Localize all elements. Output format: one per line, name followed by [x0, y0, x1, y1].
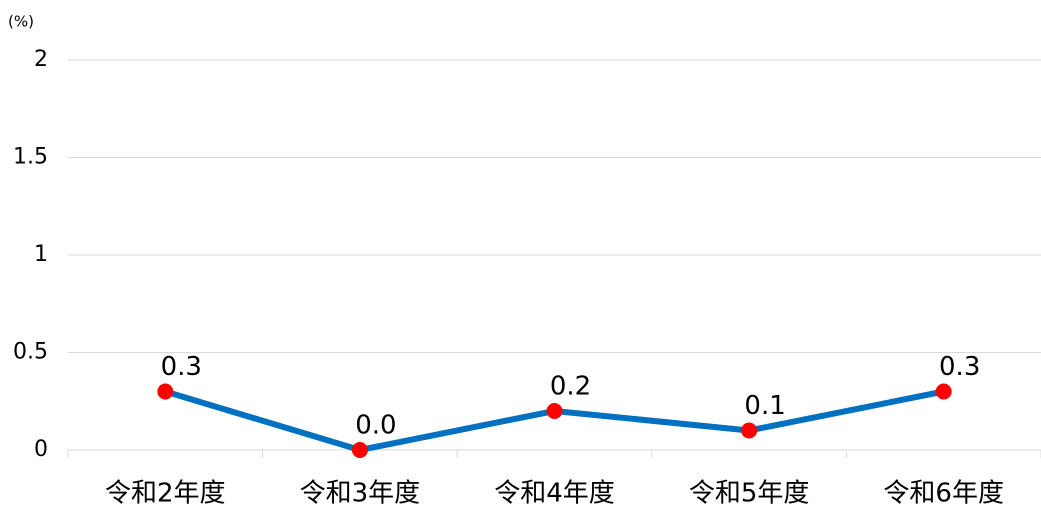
y-tick-label: 1: [34, 242, 48, 267]
point-marker: [157, 383, 174, 400]
data-label: 0.0: [355, 411, 396, 441]
x-tick-label: 令和3年度: [300, 479, 421, 508]
point-marker: [741, 422, 758, 439]
point-marker: [935, 383, 952, 400]
data-label: 0.3: [161, 352, 202, 382]
x-tick-label: 令和5年度: [689, 479, 810, 508]
data-label: 0.3: [939, 352, 980, 382]
data-label: 0.2: [550, 372, 591, 402]
point-marker: [546, 403, 563, 419]
unit-label: (%): [8, 13, 34, 31]
y-tick-label: 1.5: [13, 145, 48, 170]
x-tick-label: 令和4年度: [494, 479, 615, 508]
y-tick-label: 0.5: [13, 340, 48, 365]
data-label: 0.1: [744, 391, 785, 421]
y-tick-label: 0: [34, 437, 48, 462]
y-tick-label: 2: [34, 47, 48, 72]
x-tick-label: 令和2年度: [105, 479, 226, 508]
point-marker: [351, 442, 368, 458]
x-tick-label: 令和6年度: [883, 479, 1004, 508]
